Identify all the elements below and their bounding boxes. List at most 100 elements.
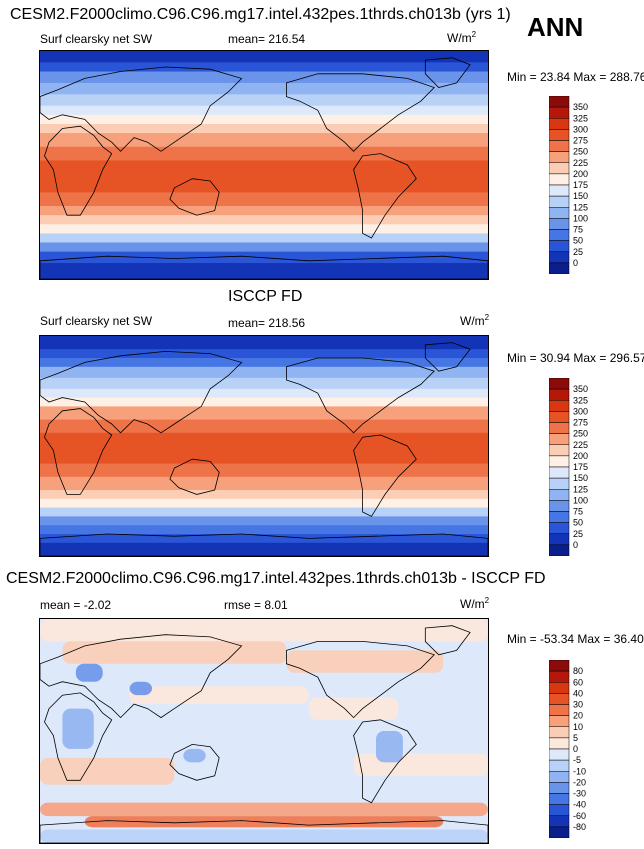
diff-patch <box>183 748 206 763</box>
panel3-minmax: Min = -53.34 Max = 36.40 <box>507 632 644 646</box>
diff-patch <box>62 641 287 664</box>
colorbar-tick-label: 60 <box>573 677 583 687</box>
sw-band <box>40 178 488 194</box>
panel1-units: W/m2 <box>447 30 477 45</box>
colorbar-tick-label: 30 <box>573 700 583 710</box>
colorbar-swatch <box>549 378 570 390</box>
diff-patch <box>376 731 403 763</box>
coastline <box>40 820 488 843</box>
colorbar-tick-label: -20 <box>573 777 586 787</box>
sw-band <box>40 242 488 253</box>
colorbar-tick-label: 100 <box>573 213 588 223</box>
colorbar-swatch <box>549 500 570 512</box>
coastline <box>424 342 471 372</box>
diff-patch <box>40 757 175 785</box>
colorbar-tick-label: 0 <box>573 540 578 550</box>
colorbar-swatch <box>549 207 570 219</box>
panel2-units: W/m2 <box>460 313 490 328</box>
colorbar-swatch <box>549 660 570 672</box>
coastline <box>40 255 488 279</box>
sw-band <box>40 192 488 208</box>
colorbar-swatch <box>549 173 570 186</box>
diff-patch <box>40 829 488 843</box>
sw-band <box>40 123 488 135</box>
coastline <box>353 153 417 239</box>
colorbar-tick-label: 150 <box>573 191 588 201</box>
colorbar-tick-label: 175 <box>573 180 588 190</box>
colorbar-swatch <box>549 400 570 412</box>
panel3-map <box>39 618 489 844</box>
panel2-minmax: Min = 30.94 Max = 296.57 <box>507 351 644 365</box>
colorbar-tick-label: 0 <box>573 744 578 754</box>
coastline <box>40 350 243 434</box>
colorbar-tick-label: -10 <box>573 766 586 776</box>
panel1-map <box>39 50 489 280</box>
colorbar-swatch <box>549 726 570 739</box>
panel2-colorbar: 350 325 300 275 250 225 200 175 150 125 100 75 50 25 0 <box>549 378 619 556</box>
colorbar-tick-label: 0 <box>573 258 578 268</box>
colorbar-tick-label: 25 <box>573 529 583 539</box>
panel1-colorbar: 350 325 300 275 250 225 200 175 150 125 100 75 50 25 0 <box>549 96 619 274</box>
colorbar-tick-label: 150 <box>573 473 588 483</box>
sw-band <box>40 224 488 235</box>
sw-band <box>40 476 488 491</box>
colorbar-tick-label: 325 <box>573 395 588 405</box>
coastline <box>353 719 417 804</box>
panel1-mean: mean= 216.54 <box>228 32 306 46</box>
colorbar-swatch <box>549 162 570 175</box>
colorbar-swatch <box>549 422 570 434</box>
colorbar-tick-label: 50 <box>573 518 583 528</box>
colorbar-swatch <box>549 737 570 750</box>
colorbar-swatch <box>549 251 570 264</box>
colorbar-swatch <box>549 771 570 783</box>
panel3-title: CESM2.F2000climo.C96.C96.mg17.intel.432p… <box>6 570 546 587</box>
colorbar-tick-label: 300 <box>573 406 588 416</box>
sw-band <box>40 397 488 408</box>
colorbar-swatch <box>549 433 570 445</box>
sw-band <box>40 377 488 390</box>
colorbar-swatch <box>549 411 570 423</box>
coastline <box>40 533 488 556</box>
sw-band <box>40 525 488 535</box>
colorbar-tick-label: 40 <box>573 688 583 698</box>
sw-band <box>40 62 488 73</box>
page-title: CESM2.F2000climo.C96.C96.mg17.intel.432p… <box>10 6 511 23</box>
colorbar-swatch <box>549 240 570 252</box>
colorbar-tick-label: -5 <box>573 755 581 765</box>
colorbar-tick-label: 250 <box>573 147 588 157</box>
colorbar-swatch <box>549 489 570 501</box>
colorbar-tick-label: 100 <box>573 495 588 505</box>
panel3-colorbar: 80 60 40 30 20 10 5 0 -5 -10 -20 -30 -40 -60 -80 <box>549 660 619 838</box>
colorbar-tick-label: 5 <box>573 733 578 743</box>
colorbar-swatch <box>549 544 570 556</box>
colorbar-swatch <box>549 444 570 457</box>
coastline <box>424 57 471 88</box>
colorbar-swatch <box>549 151 570 163</box>
colorbar-swatch <box>549 826 570 838</box>
sw-band <box>40 71 488 84</box>
colorbar-swatch <box>549 715 570 727</box>
colorbar-swatch <box>549 748 570 761</box>
sw-band <box>40 406 488 421</box>
colorbar-tick-label: 10 <box>573 722 583 732</box>
panel2-map <box>39 335 489 557</box>
sw-band <box>40 507 488 518</box>
colorbar-tick-label: -30 <box>573 789 586 799</box>
colorbar-tick-label: 25 <box>573 247 583 257</box>
diff-patch <box>308 697 399 720</box>
colorbar-swatch <box>549 184 570 197</box>
diff-patch <box>75 663 103 682</box>
sw-band <box>40 94 488 107</box>
colorbar-tick-label: 50 <box>573 236 583 246</box>
sw-band <box>40 432 488 447</box>
colorbar-swatch <box>549 96 570 108</box>
sw-band <box>40 490 488 500</box>
sw-band <box>40 82 488 96</box>
colorbar-tick-label: 175 <box>573 462 588 472</box>
sw-band <box>40 366 488 379</box>
sw-band <box>40 114 488 125</box>
colorbar-swatch <box>549 195 570 208</box>
colorbar-swatch <box>549 129 570 141</box>
diff-patch <box>62 708 94 749</box>
